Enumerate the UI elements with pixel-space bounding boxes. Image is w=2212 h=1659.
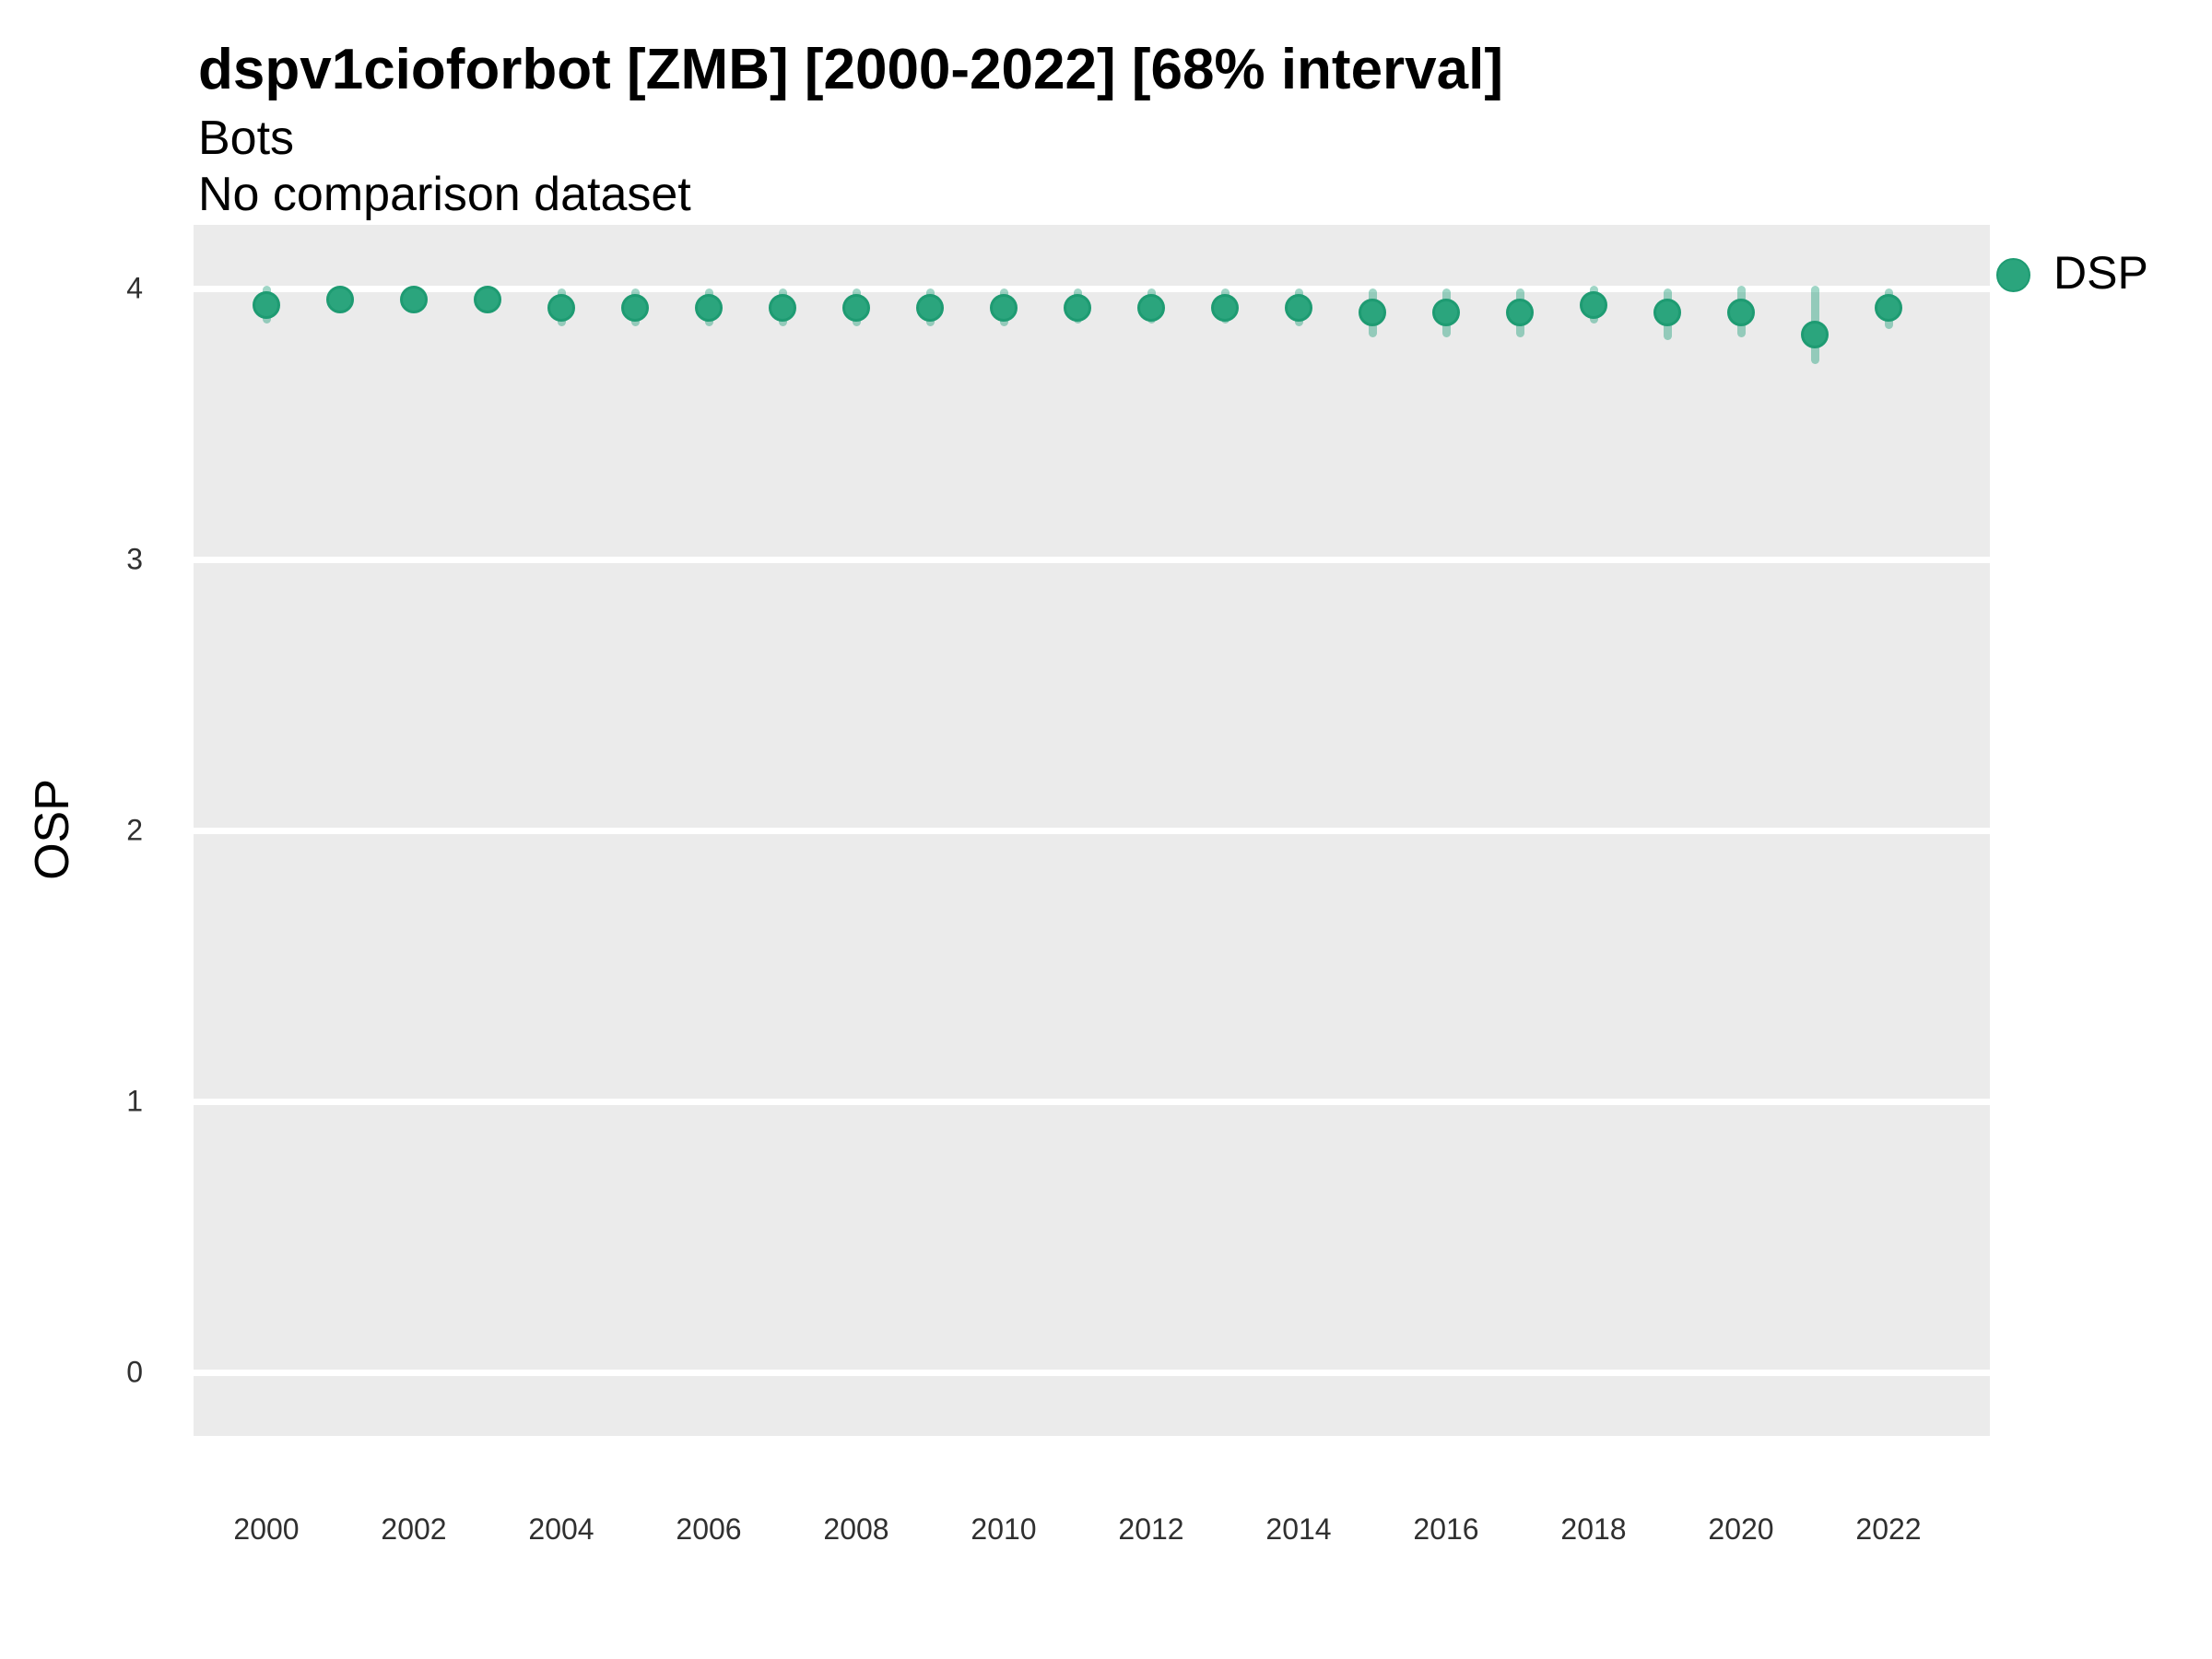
data-point-2008	[842, 293, 870, 322]
y-tick-label: 3	[126, 542, 143, 576]
x-tick-label: 2020	[1708, 1512, 1774, 1546]
y-tick-label: 2	[126, 813, 143, 847]
data-point-2015	[1359, 299, 1386, 327]
chart-subtitle: Bots	[198, 112, 295, 165]
gridline-y-1	[194, 1098, 1990, 1105]
data-point-2000	[253, 290, 280, 319]
data-point-2002	[400, 285, 428, 313]
x-tick-label: 2010	[971, 1512, 1037, 1546]
gridline-y-3	[194, 556, 1990, 563]
data-point-2014	[1285, 293, 1312, 322]
gridline-y-4	[194, 285, 1990, 292]
data-point-2006	[695, 293, 723, 322]
x-tick-label: 2006	[676, 1512, 742, 1546]
x-tick-label: 2014	[1265, 1512, 1332, 1546]
data-point-2016	[1432, 299, 1460, 327]
x-tick-label: 2012	[1118, 1512, 1184, 1546]
x-tick-label: 2016	[1413, 1512, 1479, 1546]
x-tick-label: 2002	[381, 1512, 447, 1546]
y-tick-label: 4	[126, 271, 143, 305]
data-point-2005	[621, 293, 649, 322]
data-point-2001	[326, 285, 354, 313]
gridline-y-2	[194, 827, 1990, 834]
data-point-2017	[1506, 299, 1534, 327]
data-point-2011	[1064, 293, 1091, 322]
x-tick-label: 2000	[233, 1512, 300, 1546]
data-point-2004	[547, 293, 575, 322]
x-tick-label: 2008	[823, 1512, 889, 1546]
data-point-2007	[769, 293, 796, 322]
comparison-note: No comparison dataset	[198, 168, 691, 221]
plot-panel: 0 1 2 3 4 2000 2002 2004 2006 2008 2010 2012 2014 201…	[126, 225, 1990, 1546]
x-tick-label: 2022	[1855, 1512, 1922, 1546]
data-point-2021	[1801, 320, 1829, 348]
x-tick-label: 2018	[1560, 1512, 1627, 1546]
data-point-2010	[990, 293, 1018, 322]
data-point-2003	[474, 285, 501, 313]
y-tick-label: 0	[126, 1355, 143, 1389]
data-point-2018	[1580, 290, 1607, 319]
data-point-2012	[1137, 293, 1165, 322]
gridline-y-0	[194, 1369, 1990, 1376]
chart-title: dspv1cioforbot [ZMB] [2000-2022] [68% in…	[198, 38, 1504, 101]
data-point-2020	[1727, 299, 1755, 327]
y-tick-label: 1	[126, 1084, 143, 1118]
x-tick-label: 2004	[528, 1512, 594, 1546]
legend-label-dsp: DSP	[2053, 247, 2148, 299]
data-point-2022	[1875, 293, 1902, 322]
legend-marker-circle-icon	[1996, 258, 2030, 292]
data-point-2013	[1211, 293, 1239, 322]
data-point-2009	[916, 293, 944, 322]
data-point-2019	[1653, 299, 1681, 327]
